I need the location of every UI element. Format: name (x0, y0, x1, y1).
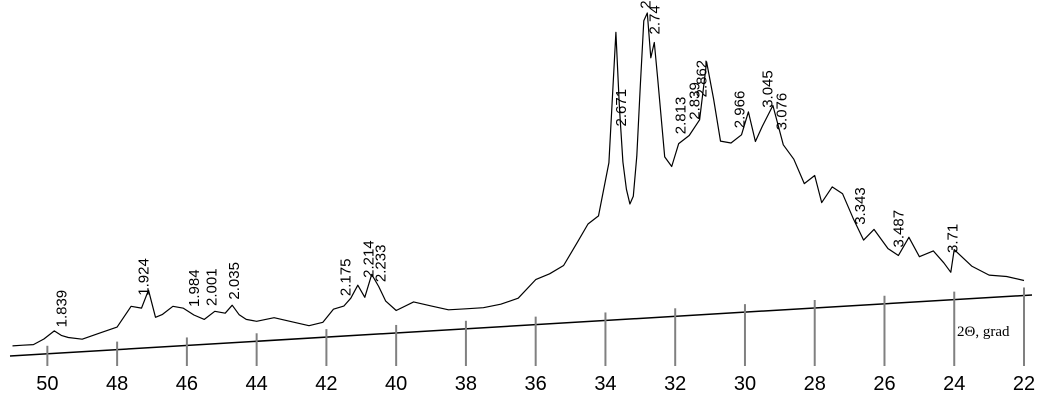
x-tick-label-26: 26 (873, 373, 895, 394)
x-tick-label-44: 44 (246, 373, 268, 394)
x-tick-labels: 50 48 46 44 42 40 38 36 34 32 30 28 26 24 22 (36, 373, 1035, 394)
peak-d-spacing-labels: 1.839 1.924 1.984 2.001 2.035 2.175 2.2142.233… (53, 0, 961, 327)
x-tick-label-34: 34 (594, 373, 616, 394)
x-axis-title: 2Θ, grad (957, 324, 1010, 340)
peak-label-2-671: 2.671 (613, 89, 630, 127)
x-tick-label-46: 46 (176, 373, 198, 394)
peak-label-2-035: 2.035 (226, 262, 243, 300)
peak-label-2-175: 2.175 (338, 259, 355, 297)
x-ticks (46, 287, 1025, 366)
peak-label-2-001: 2.001 (203, 268, 220, 306)
peak-label-1-839: 1.839 (53, 290, 70, 328)
peak-label-3-487: 3.487 (890, 210, 907, 248)
x-tick-label-22: 22 (1013, 373, 1035, 394)
peak-label-3-045: 3.045 (760, 70, 777, 108)
x-tick-label-38: 38 (455, 373, 477, 394)
peak-label-2-862: 2.862 (693, 60, 710, 98)
x-tick-label-40: 40 (385, 373, 407, 394)
peak-label-2-813: 2.813 (672, 97, 689, 135)
x-tick-label-48: 48 (106, 373, 128, 394)
x-tick-label-24: 24 (943, 373, 965, 394)
peak-label-3-71: 3.71 (945, 224, 962, 253)
baseline-axis (9, 294, 1033, 357)
peak-label-3-343: 3.343 (852, 187, 869, 225)
peak-label-2-74: 2.74 (646, 5, 663, 34)
x-tick-label-30: 30 (734, 373, 756, 394)
peak-label-3-076: 3.076 (774, 93, 791, 131)
peak-label-1-924: 1.924 (135, 258, 152, 296)
x-tick-label-28: 28 (804, 373, 826, 394)
diffraction-curve (12, 12, 1025, 347)
x-tick-label-36: 36 (525, 373, 547, 394)
peak-label-2-966: 2.966 (732, 91, 749, 129)
x-tick-label-50: 50 (36, 373, 58, 394)
x-tick-label-42: 42 (315, 373, 337, 394)
x-tick-label-32: 32 (664, 373, 686, 394)
peak-label-2-839: 2.839 (686, 82, 703, 120)
peak-label-2-233: 2.233 (373, 245, 390, 283)
peak-label-2-214: 2.214 (360, 240, 377, 278)
peak-label-1-984: 1.984 (186, 269, 203, 307)
peak-label-2-726: 2.726 (638, 0, 655, 9)
